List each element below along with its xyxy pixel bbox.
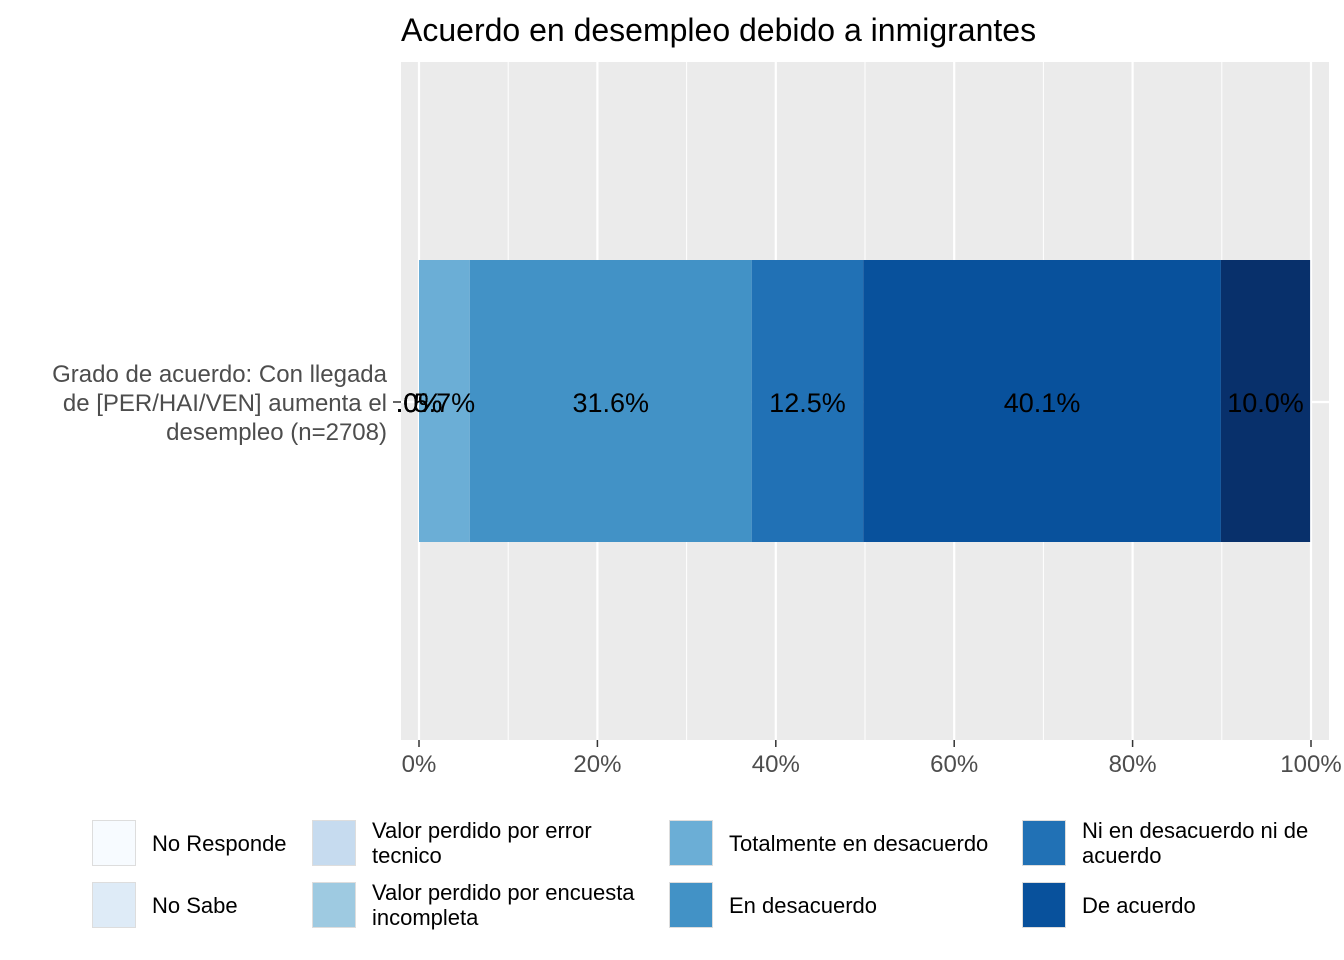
legend-swatch — [312, 882, 356, 928]
data-label: 12.5% — [769, 388, 846, 418]
legend-label: De acuerdo — [1082, 892, 1196, 918]
bar-segment — [751, 260, 864, 542]
x-tick-label: 100% — [1280, 751, 1341, 778]
legend-label: Totalmente en desacuerdo — [729, 830, 989, 856]
stacked-bar-chart: Acuerdo en desempleo debido a inmigrante… — [52, 12, 1342, 778]
legend-swatch — [312, 820, 356, 866]
data-label: .0% — [396, 388, 443, 418]
x-tick-label: 80% — [1109, 751, 1157, 778]
data-label: .0% — [396, 388, 443, 418]
y-category-label-line: de [PER/HAI/VEN] aumenta el — [63, 390, 387, 417]
legend-swatch — [669, 882, 713, 928]
bar-segment — [419, 260, 470, 542]
legend-swatch — [92, 820, 136, 866]
x-tick-label: 0% — [402, 751, 437, 778]
legend-swatch — [92, 882, 136, 928]
data-label: .0% — [396, 388, 443, 418]
chart-title: Acuerdo en desempleo debido a inmigrante… — [401, 12, 1036, 48]
legend-item: En desacuerdo — [669, 882, 1022, 928]
legend-item: No Responde — [92, 820, 312, 866]
y-category-label-line: desempleo (n=2708) — [166, 419, 387, 446]
legend-swatch — [1022, 882, 1066, 928]
data-label: 5.7% — [414, 388, 476, 418]
data-label: 40.1% — [1004, 388, 1081, 418]
legend: No Responde No Sabe Valor perdido por erro… — [92, 818, 1344, 930]
legend-item: Totalmente en desacuerdo — [669, 820, 1022, 866]
legend-item: Valor perdido por error tecnico — [312, 818, 669, 868]
x-tick-label: 20% — [573, 751, 621, 778]
data-label: 10.0% — [1227, 388, 1304, 418]
data-label: .0% — [396, 388, 443, 418]
bar-segments — [419, 260, 1311, 542]
data-labels: .0%.0%.0%.0%5.7% 31.6% 12.5% 40.1% 10.0% — [396, 388, 1304, 418]
legend-swatch — [669, 820, 713, 866]
bar-segment — [469, 260, 752, 542]
legend-item: Ni en desacuerdo ni de acuerdo — [1022, 818, 1344, 868]
data-label: 31.6% — [572, 388, 649, 418]
legend-label: No Sabe — [152, 892, 238, 918]
legend-label: En desacuerdo — [729, 892, 877, 918]
legend-item: De acuerdo — [1022, 882, 1344, 928]
bar-segment — [863, 260, 1221, 542]
legend-item: Valor perdido por encuesta incompleta — [312, 880, 669, 930]
legend-swatch — [1022, 820, 1066, 866]
bar-segment — [1220, 260, 1311, 542]
legend-label: Valor perdido por encuesta incompleta — [372, 880, 635, 930]
y-category-label-line: Grado de acuerdo: Con llegada — [52, 361, 388, 388]
x-tick-label: 60% — [930, 751, 978, 778]
x-tick-label: 40% — [752, 751, 800, 778]
x-axis-ticks: 0% 20% 40% 60% 80% 100% — [402, 740, 1342, 778]
legend-item: No Sabe — [92, 882, 312, 928]
legend-label: Ni en desacuerdo ni de acuerdo — [1082, 818, 1309, 868]
legend-label: Valor perdido por error tecnico — [372, 818, 592, 868]
legend-label: No Responde — [152, 830, 287, 856]
